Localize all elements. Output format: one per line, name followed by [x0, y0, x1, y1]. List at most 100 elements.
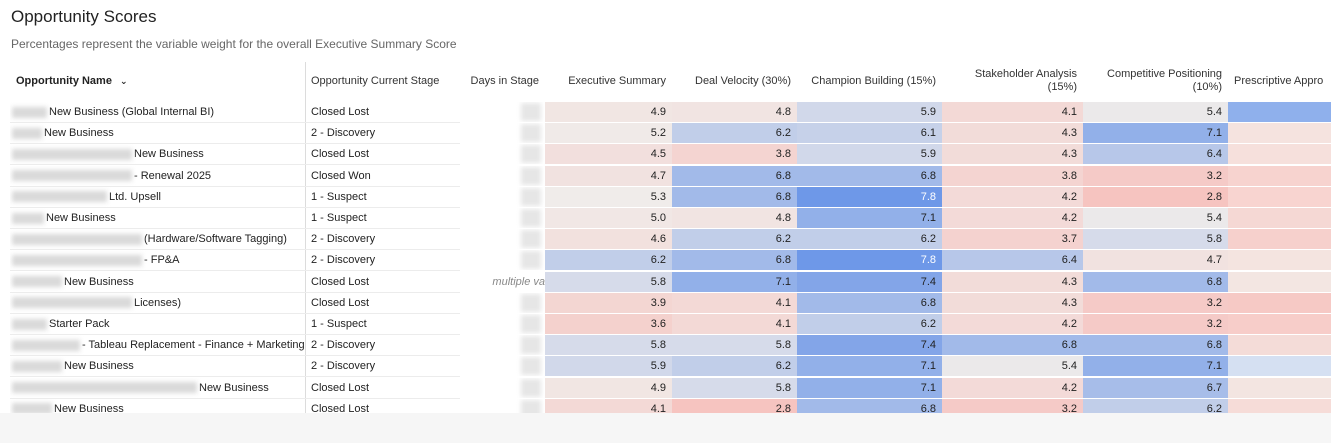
score-cell: 6.2 [672, 356, 797, 378]
opportunity-name: New Business [10, 399, 305, 413]
score-cell: 6.4 [942, 250, 1083, 272]
header-text: Executive Summary [568, 74, 666, 87]
score-cell: 5.4 [1083, 102, 1228, 123]
redacted-value [521, 293, 541, 312]
days-text: multiple va [492, 275, 545, 288]
score-cell: 3.8 [942, 165, 1083, 187]
opportunity-name: New Business [10, 356, 305, 378]
redacted-value [521, 378, 541, 397]
redacted-text [12, 254, 142, 266]
opportunity-name: - FP&A [10, 250, 305, 272]
score-cell: 5.8 [672, 377, 797, 399]
prescriptive-cell [1228, 292, 1331, 314]
header-text: Prescriptive Appro [1234, 74, 1324, 87]
score-cell: 3.9 [545, 292, 672, 314]
score-cell: 5.9 [545, 356, 672, 378]
stage: Closed Lost [305, 399, 460, 413]
stage: Closed Lost [305, 144, 460, 166]
stage: 1 - Suspect [305, 314, 460, 335]
name-text: - Renewal 2025 [134, 169, 212, 182]
score-cell: 7.1 [797, 208, 942, 229]
score-cell: 5.0 [545, 208, 672, 229]
name-text: New Business [64, 275, 134, 288]
score-cell: 6.2 [797, 314, 942, 335]
score-cell: 4.7 [1083, 250, 1228, 272]
redacted-text [12, 382, 197, 394]
score-cell: 5.2 [545, 123, 672, 145]
name-text: New Business [54, 402, 124, 413]
score-cell: 6.2 [672, 123, 797, 145]
opportunity-name: New Business [10, 123, 305, 145]
opportunity-name: New Business (Global Internal BI) [10, 102, 305, 123]
column-header: Prescriptive Appro [1228, 60, 1331, 102]
score-cell: 4.7 [545, 165, 672, 187]
redacted-text [12, 127, 42, 139]
score-cell: 3.2 [942, 398, 1083, 413]
sort-icon[interactable]: ⌄ [119, 75, 128, 86]
column-header: Champion Building (15%) [797, 60, 942, 102]
score-cell: 5.8 [545, 271, 672, 293]
name-text: New Business (Global Internal BI) [49, 106, 215, 118]
prescriptive-cell [1228, 335, 1331, 357]
redacted-value [521, 230, 541, 249]
redacted-text [12, 233, 142, 245]
redacted-value [521, 315, 541, 333]
score-cell: 4.2 [942, 208, 1083, 229]
score-cell: 7.1 [797, 377, 942, 399]
days-in-stage [460, 378, 545, 399]
score-cell: 3.8 [672, 144, 797, 166]
prescriptive-cell [1228, 398, 1331, 413]
redacted-value [521, 357, 541, 376]
score-cell: 4.1 [672, 314, 797, 335]
score-cell: 6.8 [797, 165, 942, 187]
score-cell: 6.4 [1083, 144, 1228, 166]
score-cell: 4.2 [942, 377, 1083, 399]
score-cell: 4.6 [545, 229, 672, 251]
stage: 2 - Discovery [305, 356, 460, 378]
stage: 1 - Suspect [305, 187, 460, 208]
days-in-stage [460, 144, 545, 166]
opportunity-name: New Business [10, 208, 305, 229]
header-text: Champion Building (15%) [811, 74, 936, 87]
score-cell: 4.3 [942, 271, 1083, 293]
title: Opportunity Scores [11, 7, 157, 26]
opportunity-name: (Hardware/Software Tagging) [10, 229, 305, 251]
score-cell: 5.4 [1083, 208, 1228, 229]
header-text: Days in Stage [470, 74, 539, 87]
days-in-stage: multiple va [460, 272, 545, 293]
score-cell: 7.4 [797, 271, 942, 293]
column-separator [305, 62, 306, 413]
column-header: Days in Stage [460, 60, 545, 102]
header-text: Deal Velocity (30%) [695, 74, 791, 87]
score-cell: 6.8 [672, 250, 797, 272]
stage: Closed Lost [305, 272, 460, 293]
score-table: Opportunity Name ⌄ Opportunity Current Sta… [10, 60, 1331, 413]
column-header[interactable]: Opportunity Name ⌄ [10, 60, 305, 102]
redacted-text [12, 170, 132, 182]
score-cell: 4.9 [545, 377, 672, 399]
redacted-text [12, 339, 80, 351]
score-cell: 7.1 [1083, 123, 1228, 145]
name-text: New Business [64, 360, 134, 373]
score-cell: 2.8 [1083, 186, 1228, 208]
prescriptive-cell [1228, 165, 1331, 187]
redacted-text [12, 360, 62, 372]
opportunity-name: Starter Pack [10, 314, 305, 335]
prescriptive-cell [1228, 377, 1331, 399]
redacted-value [521, 124, 541, 143]
redacted-text [12, 148, 132, 160]
score-cell: 7.1 [1083, 356, 1228, 378]
redacted-value [521, 103, 541, 121]
score-cell: 6.2 [797, 229, 942, 251]
prescriptive-cell [1228, 102, 1331, 123]
name-text: Starter Pack [49, 318, 110, 330]
score-cell: 6.8 [942, 335, 1083, 357]
score-cell: 7.8 [797, 186, 942, 208]
name-text: Licenses) [134, 296, 182, 309]
redacted-value [521, 336, 541, 355]
score-cell: 3.2 [1083, 314, 1228, 335]
column-header: Competitive Positioning (10%) [1083, 60, 1228, 102]
score-cell: 7.1 [672, 271, 797, 293]
score-cell: 6.8 [1083, 271, 1228, 293]
